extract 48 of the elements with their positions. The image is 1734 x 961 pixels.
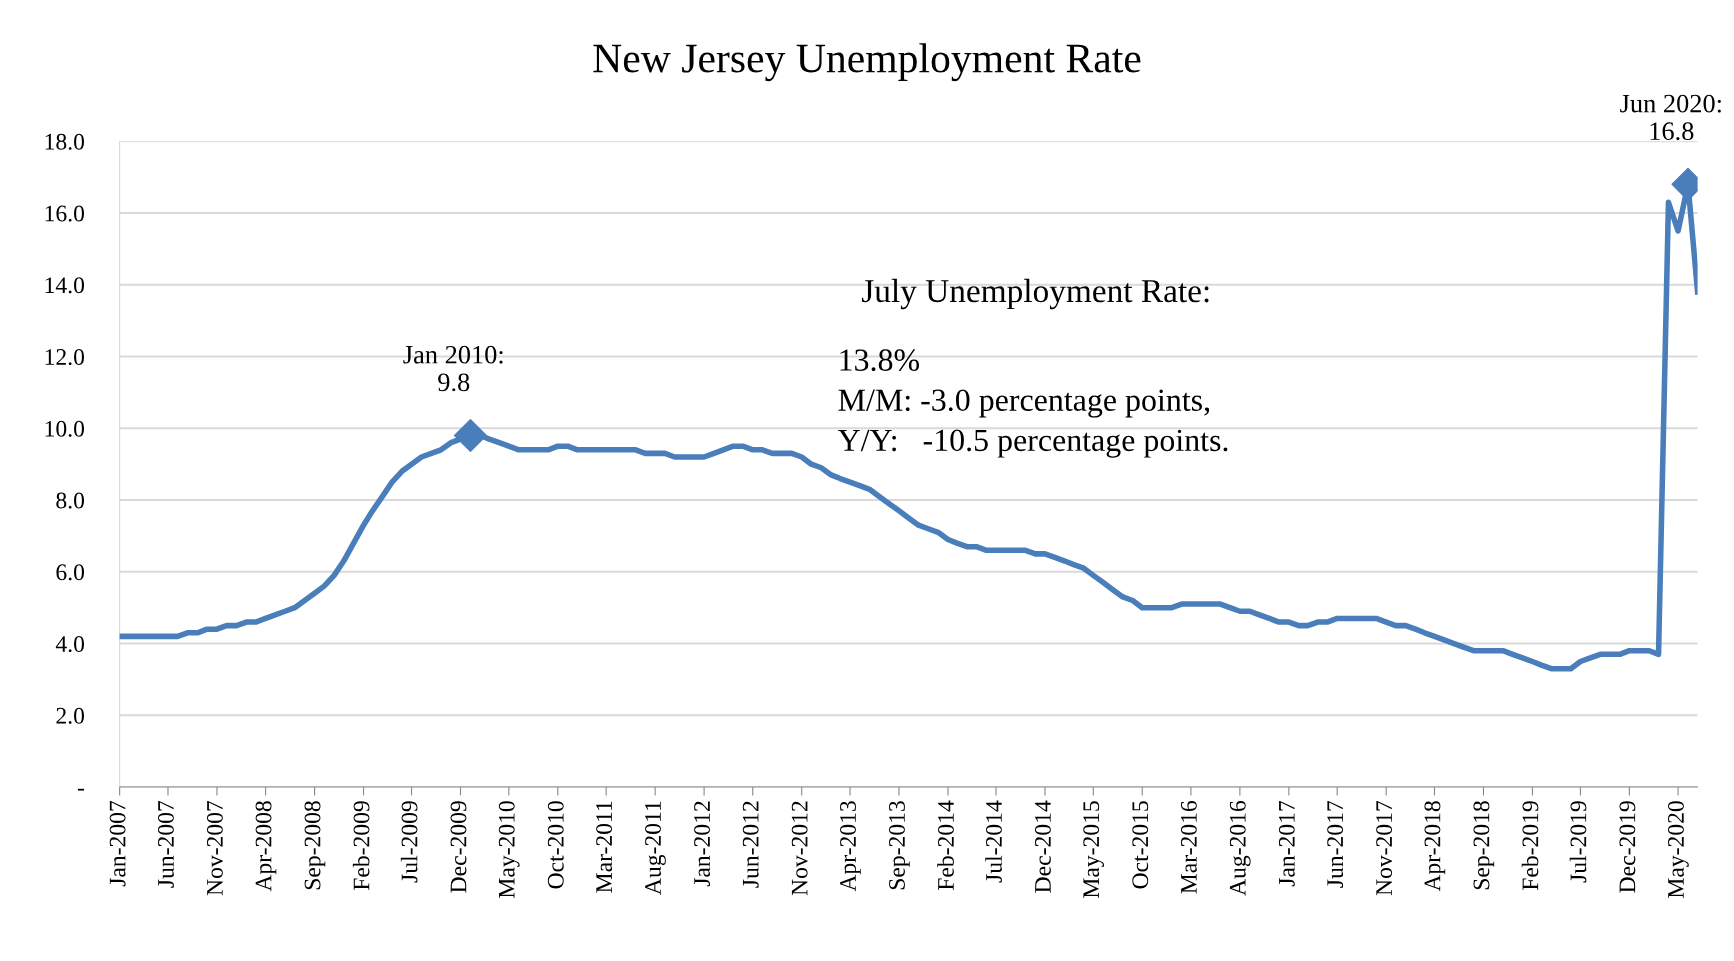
y-tick-label: - [77,788,85,791]
x-tick-label: Sep-2013 [888,801,910,890]
x-tick-label: Jun-2007 [157,800,174,888]
x-tick-label: Jun-2017 [1327,800,1344,888]
x-tick-label: May-2010 [498,801,520,898]
x-tick-label: Dec-2009 [450,801,467,893]
x-tick-label: Jun-2012 [742,801,759,888]
y-tick-label: 4.0 [55,636,85,653]
y-tick-label: 2.0 [56,707,85,724]
x-tick-label: Nov-2012 [791,801,808,896]
y-tick-label: 8.0 [56,492,85,509]
x-tick-label: Jan-2012 [694,801,710,887]
x-tick-label: Dec-2019 [1619,801,1636,893]
x-tick-label: Feb-2014 [937,800,954,891]
y-tick-label: 6.0 [56,564,85,581]
y-tick-label: 18.0 [45,133,85,150]
x-tick-label: Nov-2007 [206,800,223,896]
x-tick-label: Apr-2018 [1424,801,1446,892]
x-tick-label: Nov-2017 [1376,800,1393,896]
y-tick-label: 16.0 [45,205,85,222]
x-tick-label: Oct-2010 [547,801,564,889]
chart-title: New Jersey Unemployment Rate [593,43,1141,82]
y-tick-label: 10.0 [45,420,85,437]
x-tick-label: Apr-2013 [840,801,861,892]
x-tick-label: Sep-2018 [1473,801,1495,890]
x-tick-label: May-2020 [1667,801,1689,898]
x-tick-label: Apr-2008 [255,801,277,892]
x-tick-label: Mar-2016 [1180,800,1197,894]
x-tick-label: Feb-2009 [352,801,370,891]
x-tick-label: Oct-2015 [1132,801,1149,889]
x-tick-label: Aug-2016 [1229,800,1251,896]
y-tick-label: 14.0 [45,277,85,294]
annotation: July Unemployment Rate: [861,278,1209,310]
x-tick-label: Jan-2007 [109,800,126,887]
x-tick-label: Jul-2009 [400,801,418,883]
x-tick-label: May-2015 [1083,801,1104,898]
x-tick-label: Dec-2014 [1034,800,1051,893]
x-tick-label: Feb-2019 [1521,801,1539,891]
annotation: Jan 2010: 9.8 [403,345,503,392]
y-tick-label: 12.0 [45,349,85,366]
x-tick-label: Jan-2017 [1278,800,1295,887]
x-tick-label: Sep-2008 [304,801,326,890]
annotation: 13.8% M/M: -3.0 percentage points, Y/Y: -10.5 percentage points. [837,349,1228,458]
x-tick-label: Jul-2014 [985,800,1002,883]
x-tick-label: Jul-2019 [1569,801,1587,883]
annotation: Jun 2020: 16.8 [1620,94,1721,141]
x-tick-label: Mar-2011 [596,801,613,893]
x-tick-label: Aug-2011 [645,801,666,895]
